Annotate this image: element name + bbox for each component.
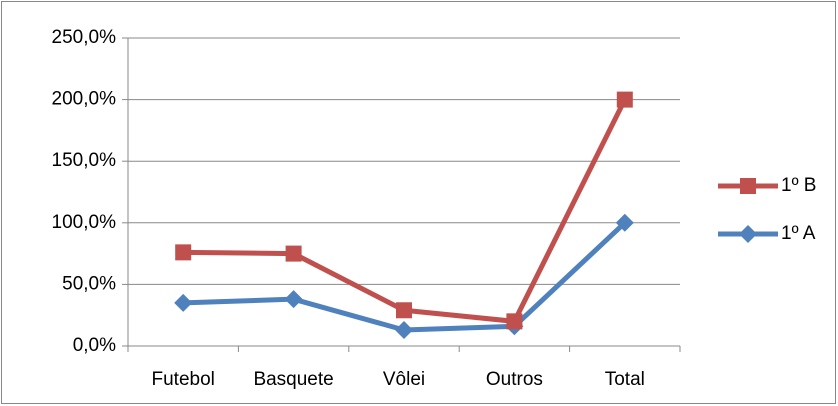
x-tick-label: Total [605, 369, 645, 390]
marker [395, 320, 413, 339]
legend-label: 1º B [781, 175, 816, 196]
y-tick-label: 50,0% [62, 273, 116, 294]
legend-label: 1º A [781, 223, 816, 244]
marker [615, 213, 634, 232]
marker [740, 178, 756, 194]
marker [175, 244, 192, 261]
y-tick-label: 250,0% [52, 27, 117, 48]
marker [174, 293, 193, 312]
y-tick-label: 0,0% [73, 335, 116, 356]
marker [285, 245, 302, 262]
x-tick-label: Basquete [253, 369, 333, 390]
marker [396, 302, 412, 319]
y-tick-label: 150,0% [52, 150, 117, 171]
x-tick-label: Outros [486, 369, 543, 390]
marker [739, 225, 757, 243]
y-tick-label: 200,0% [52, 89, 117, 110]
x-tick-label: Futebol [152, 369, 215, 390]
marker [616, 91, 633, 108]
marker [506, 313, 523, 330]
marker [284, 290, 303, 309]
x-tick-label: Vôlei [383, 369, 425, 390]
y-tick-label: 100,0% [52, 212, 117, 233]
